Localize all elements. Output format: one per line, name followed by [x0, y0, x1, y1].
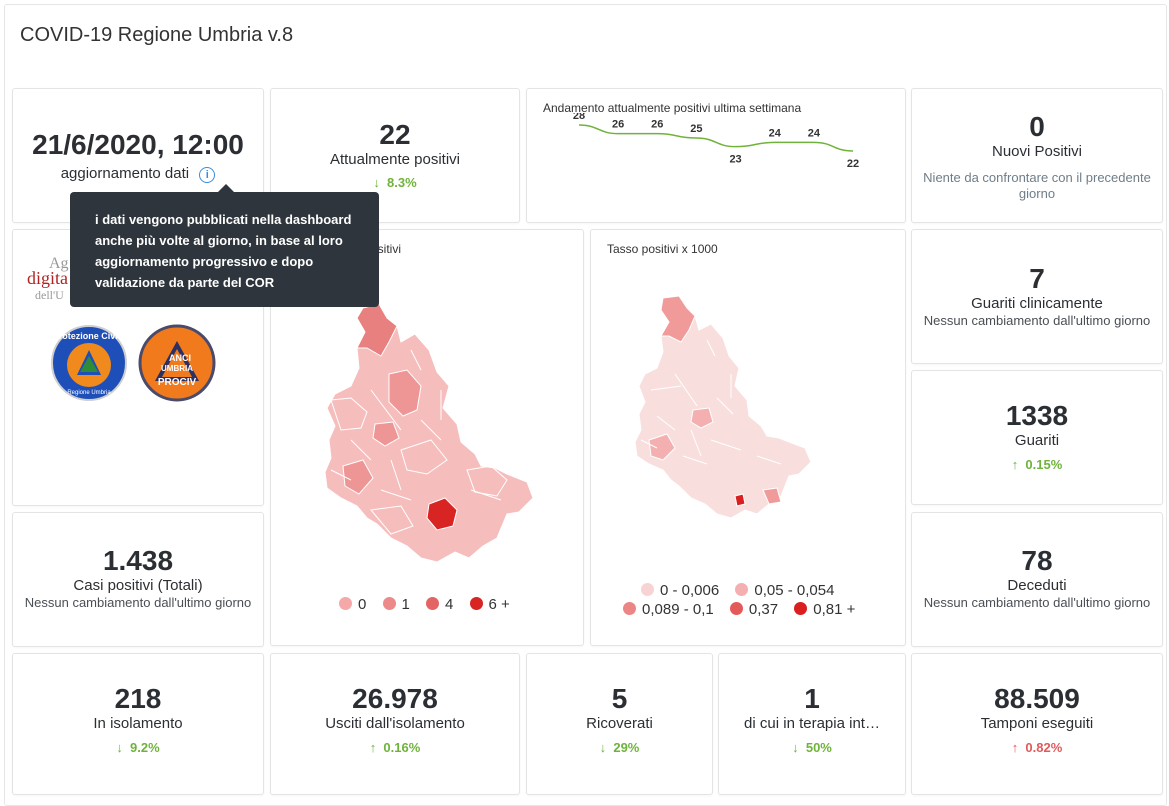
guariti-change: 0.15%: [1025, 457, 1063, 472]
nuovi-positivi-card: 0 Nuovi Positivi Niente da confrontare c…: [911, 88, 1163, 223]
ricoverati-change: 29%: [613, 740, 640, 755]
arrow-down-icon: ↓: [373, 175, 380, 190]
trend-card: Andamento attualmente positivi ultima se…: [526, 88, 906, 223]
map-positivi-legend: 0 1 4 6 +: [339, 596, 522, 613]
legend-dot: [641, 583, 654, 596]
deceduti-value: 78: [1021, 545, 1053, 576]
isolamento-change: 9.2%: [130, 740, 160, 755]
trend-point-label: 26: [612, 119, 624, 131]
legend-dot: [729, 602, 743, 615]
map-tasso-card: Tasso positivi x 1000 0 - 0,006 0,05 - 0…: [590, 229, 906, 646]
map-positivi-card: ositivi 0 1 4 6 +: [270, 229, 584, 646]
deceduti-note: Nessun cambiamento dall'ultimo giorno: [923, 595, 1151, 610]
map-tasso[interactable]: [591, 290, 905, 570]
update-datetime: 21/6/2020, 12:00: [32, 129, 244, 160]
agenzia-logo-text-1: Ag: [49, 255, 69, 272]
protezione-civile-text: Protezione Civile: [53, 331, 126, 341]
deceduti-label: Deceduti: [1007, 577, 1067, 594]
nuovi-positivi-label: Nuovi Positivi: [991, 143, 1083, 160]
tamponi-card: 88.509 Tamponi eseguiti ↑ 0.82%: [911, 653, 1163, 795]
trend-point-label: 22: [847, 158, 859, 170]
anci-umbria-text: UMBRIA: [161, 364, 193, 373]
legend-dot: [794, 602, 808, 615]
guariti-card: 1338 Guariti ↑ 0.15%: [911, 370, 1163, 505]
agenzia-logo-text-3: dell'U: [35, 288, 64, 302]
map-positivi[interactable]: [271, 290, 583, 590]
page-title: COVID-19 Regione Umbria v.8: [20, 24, 294, 46]
agenzia-logo-text-2: digita: [27, 268, 68, 288]
guariti-clinicamente-label: Guariti clinicamente: [971, 295, 1103, 312]
guariti-clinicamente-value: 7: [1029, 263, 1045, 294]
ricoverati-card: 5 Ricoverati ↓ 29%: [526, 653, 713, 795]
anci-prociv-logo: ANCI UMBRIA PROCIV: [138, 324, 216, 402]
terapia-change: 50%: [805, 740, 832, 755]
arrow-down-icon: ↓: [792, 740, 799, 755]
trend-line: [578, 124, 854, 152]
isolamento-value: 218: [114, 683, 162, 714]
map-tasso-title: Tasso positivi x 1000: [607, 242, 718, 256]
map-tasso-legend-row2: 0,089 - 0,1 0,37 0,81 +: [623, 601, 867, 618]
isolamento-card: 218 In isolamento ↓ 9.2%: [12, 653, 264, 795]
terapia-label: di cui in terapia int…: [744, 715, 880, 732]
usciti-value: 26.978: [352, 683, 438, 714]
info-tooltip: i dati vengono pubblicati nella dashboar…: [70, 184, 379, 307]
info-icon[interactable]: i: [199, 167, 216, 183]
casi-totali-label: Casi positivi (Totali): [73, 577, 203, 594]
nuovi-positivi-value: 0: [1029, 111, 1045, 142]
map-tasso-legend: 0 - 0,006 0,05 - 0,054: [641, 580, 901, 601]
attualmente-positivi-change: 8.3%: [387, 175, 417, 190]
anci-text: ANCI: [169, 353, 191, 363]
usciti-change: 0.16%: [383, 740, 421, 755]
tamponi-change: 0.82%: [1025, 740, 1063, 755]
ricoverati-value: 5: [611, 683, 628, 714]
trend-point-label: 24: [808, 127, 821, 139]
deceduti-card: 78 Deceduti Nessun cambiamento dall'ulti…: [911, 512, 1163, 647]
ricoverati-label: Ricoverati: [586, 715, 653, 732]
casi-totali-value: 1.438: [102, 545, 174, 576]
trend-title: Andamento attualmente positivi ultima se…: [543, 101, 802, 115]
terapia-card: 1 di cui in terapia int… ↓ 50%: [718, 653, 906, 795]
guariti-value: 1338: [1005, 400, 1069, 431]
attualmente-positivi-value: 22: [379, 119, 411, 150]
arrow-down-icon: ↓: [116, 740, 123, 755]
nuovi-positivi-note: Niente da confrontare con il precedente …: [923, 170, 1151, 201]
trend-point-label: 23: [729, 154, 741, 166]
legend-dot: [469, 597, 483, 610]
legend-dot: [623, 602, 636, 615]
tamponi-label: Tamponi eseguiti: [980, 715, 1094, 732]
arrow-up-icon: ↑: [369, 740, 377, 755]
guariti-clinicamente-card: 7 Guariti clinicamente Nessun cambiament…: [911, 229, 1163, 364]
legend-dot: [339, 597, 352, 610]
legend-dot: [735, 583, 749, 596]
legend-dot: [382, 597, 396, 610]
protezione-civile-logo: Protezione Civile Regione Umbria: [51, 325, 127, 401]
trend-point-label: 25: [690, 123, 702, 135]
arrow-up-icon: ↑: [1011, 457, 1019, 472]
guariti-label: Guariti: [1014, 432, 1060, 449]
trend-point-label: 24: [769, 127, 782, 139]
isolamento-label: In isolamento: [93, 715, 183, 732]
trend-chart: 28 26 26 25 23 24 24 22: [573, 113, 859, 170]
tamponi-value: 88.509: [994, 683, 1080, 714]
terapia-value: 1: [804, 683, 820, 714]
guariti-clinicamente-note: Nessun cambiamento dall'ultimo giorno: [923, 313, 1151, 328]
arrow-up-icon: ↑: [1011, 740, 1019, 755]
arrow-down-icon: ↓: [599, 740, 607, 755]
attualmente-positivi-label: Attualmente positivi: [329, 151, 461, 168]
trend-point-label: 28: [573, 113, 585, 122]
usciti-label: Usciti dall'isolamento: [325, 715, 465, 732]
update-label: aggiornamento dati: [60, 165, 190, 182]
prociv-text: PROCIV: [158, 377, 197, 388]
usciti-card: 26.978 Usciti dall'isolamento ↑ 0.16%: [270, 653, 520, 795]
legend-dot: [426, 597, 440, 610]
casi-totali-note: Nessun cambiamento dall'ultimo giorno: [24, 595, 252, 610]
casi-totali-card: 1.438 Casi positivi (Totali) Nessun camb…: [12, 512, 264, 647]
protezione-civile-sub: Regione Umbria: [67, 390, 111, 396]
trend-point-label: 26: [651, 119, 663, 131]
